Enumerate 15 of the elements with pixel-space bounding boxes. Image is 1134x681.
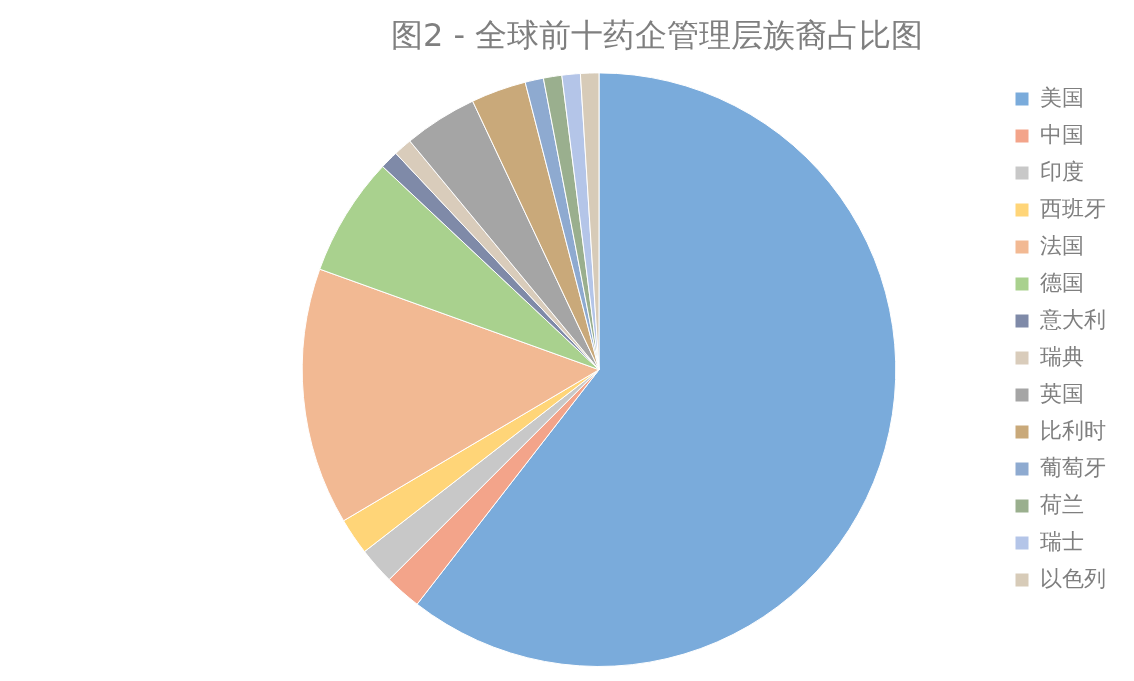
legend-label: 以色列 [1040,565,1106,591]
legend-label: 比利时 [1040,417,1106,443]
chart-title: 图2 - 全球前十药企管理层族裔占比图 [390,15,924,54]
legend-label: 中国 [1040,121,1084,147]
legend-label: 英国 [1040,380,1084,406]
legend-label: 瑞士 [1040,528,1084,554]
legend-label: 印度 [1040,158,1084,184]
legend-label: 美国 [1040,84,1084,110]
legend-label: 法国 [1040,232,1084,258]
legend-label: 德国 [1040,269,1084,295]
legend-label: 葡萄牙 [1040,454,1106,480]
legend-label: 西班牙 [1040,195,1106,221]
legend-label: 荷兰 [1040,491,1084,517]
legend-label: 瑞典 [1040,343,1084,369]
legend-label: 意大利 [1039,306,1106,332]
